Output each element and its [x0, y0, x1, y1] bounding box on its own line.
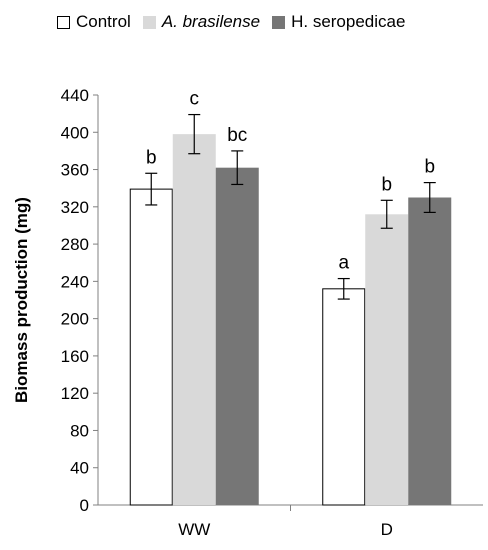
legend-item: A. brasilense	[142, 12, 261, 32]
legend-swatch	[272, 15, 286, 29]
y-tick-label: 200	[61, 310, 89, 329]
y-tick-label: 120	[61, 384, 89, 403]
bar	[172, 134, 216, 506]
legend-label: A. brasilense	[161, 12, 261, 31]
legend-label: H. seropedicae	[291, 12, 406, 31]
y-axis-title: Biomass production (mg)	[12, 197, 31, 403]
significance-letter: bc	[227, 125, 247, 146]
y-tick-label: 440	[61, 86, 89, 105]
x-tick-label: WW	[178, 520, 210, 539]
bar	[129, 188, 173, 506]
legend-swatch	[142, 15, 156, 29]
y-tick-label: 160	[61, 347, 89, 366]
y-tick-label: 80	[70, 421, 89, 440]
y-tick-label: 240	[61, 272, 89, 291]
significance-letter: b	[424, 157, 435, 178]
y-tick-label: 360	[61, 161, 89, 180]
significance-letter: b	[146, 147, 157, 168]
bar	[365, 214, 409, 506]
y-tick-label: 320	[61, 198, 89, 217]
significance-letter: a	[338, 253, 349, 274]
bar	[408, 197, 452, 505]
legend-label: Control	[76, 12, 131, 31]
y-tick-label: 40	[70, 459, 89, 478]
significance-letter: b	[381, 174, 392, 195]
bar	[215, 167, 259, 505]
significance-letter: c	[190, 89, 200, 110]
legend-item: H. seropedicae	[272, 12, 405, 32]
legend-swatch	[57, 15, 70, 29]
x-tick-label: D	[381, 520, 393, 539]
y-tick-label: 400	[61, 123, 89, 142]
y-tick-label: 0	[80, 496, 89, 515]
chart-legend: Control A. brasilense H. seropedicae	[57, 12, 417, 32]
bar	[322, 288, 366, 506]
legend-item: Control	[57, 12, 131, 32]
y-tick-label: 280	[61, 235, 89, 254]
